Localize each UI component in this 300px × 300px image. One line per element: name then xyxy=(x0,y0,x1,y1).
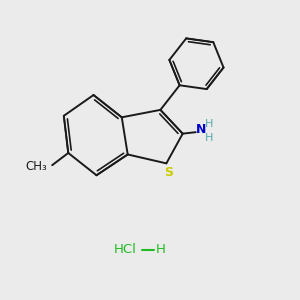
Text: N: N xyxy=(196,123,206,136)
Text: HCl: HCl xyxy=(113,243,136,256)
Text: CH₃: CH₃ xyxy=(25,160,47,173)
Text: H: H xyxy=(155,243,165,256)
Text: H: H xyxy=(205,119,214,129)
Text: H: H xyxy=(205,133,214,142)
Text: S: S xyxy=(164,167,173,179)
